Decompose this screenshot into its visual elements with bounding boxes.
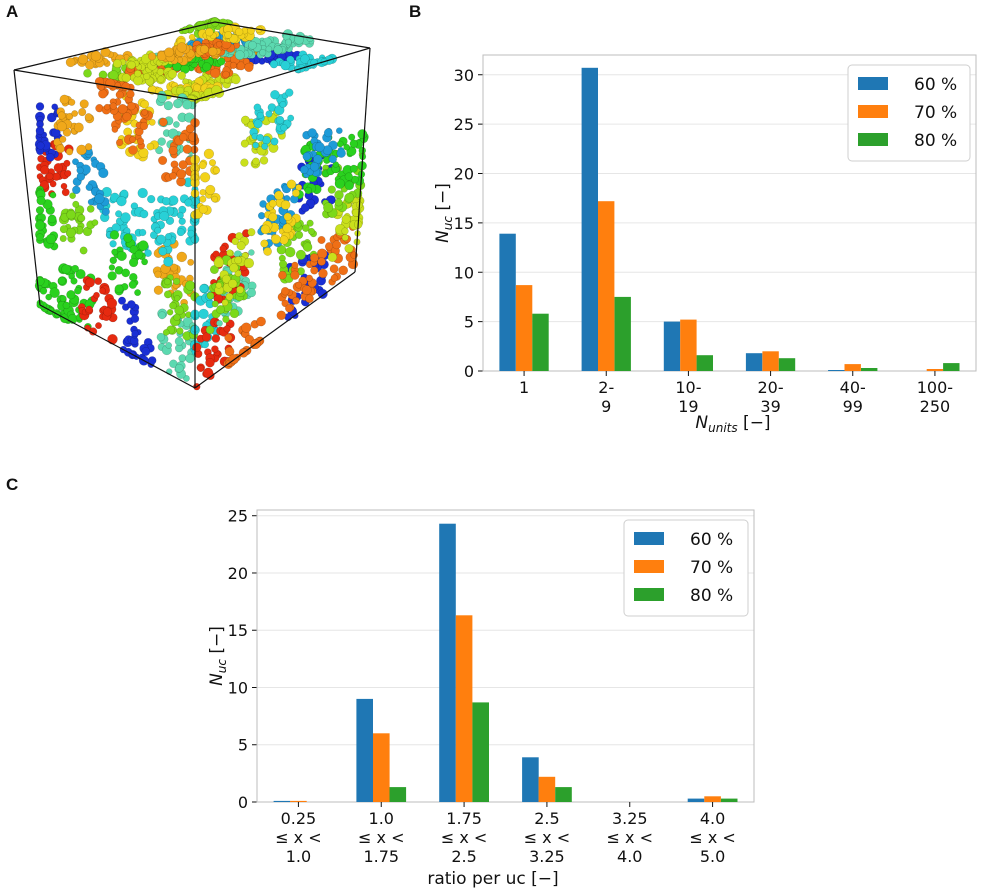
chart-b-ytick-label: 15	[454, 214, 474, 233]
chart-c-bar-70pct-5	[704, 796, 721, 802]
chart-b-xtick-label: 10-	[675, 378, 701, 397]
chart-c-xtick-label: ≤ x <	[441, 828, 487, 847]
panel-label-b: B	[409, 2, 422, 21]
chart-c-xtick-label: 1.0	[369, 809, 394, 828]
chart-b-xtick-label: 99	[843, 397, 863, 416]
chart-c-xtick-label: 2.5	[534, 809, 559, 828]
sphere-cluster	[34, 16, 369, 391]
chart-c-plot-frame	[256, 509, 755, 803]
chart-b-bar-60pct-3	[745, 353, 763, 371]
chart-c-xlabel: ratio per uc [−]	[427, 869, 558, 889]
chart-b-ylabel: Nuc [−]	[433, 183, 455, 243]
chart-b-bar-70pct-2	[680, 319, 697, 371]
chart-c-xtick-label: ≤ x <	[358, 828, 404, 847]
chart-c-legend-swatch	[634, 588, 664, 601]
chart-c-xtick-label: ≤ x <	[607, 828, 653, 847]
chart-c-xtick-label: 3.25	[612, 809, 648, 828]
chart-c-ytick-label: 15	[228, 621, 248, 640]
chart-c-bar-70pct-2	[455, 615, 473, 802]
chart-b-ytick-label: 10	[454, 263, 474, 282]
chart-b-bar-70pct-0	[515, 285, 533, 371]
chart-c-xtick-label: 1.0	[286, 847, 311, 866]
chart-b-xtick-label: 39	[760, 397, 780, 416]
chart-c-xtick-label: ≤ x <	[275, 828, 321, 847]
chart-b-xtick-label: 20-	[758, 378, 784, 397]
panel-label-c: C	[6, 475, 19, 494]
chart-c-bar-80pct-5	[720, 798, 738, 802]
chart-c-ytick-label: 25	[228, 507, 248, 526]
chart-b-bar-60pct-4	[828, 370, 845, 371]
chart-b-legend-swatch	[858, 133, 888, 146]
chart-c-bar-60pct-5	[687, 798, 705, 802]
chart-c-ylabel: Nuc [−]	[207, 626, 229, 686]
chart-b: 0 5 10 15 20 25 30 1 2-9 10-19 20-39 40-99 100-250 60…	[433, 54, 977, 435]
chart-c-xtick-label: 3.25	[529, 847, 565, 866]
chart-b-xtick-label: 9	[601, 397, 611, 416]
chart-c-bar-60pct-0	[273, 800, 291, 802]
chart-b-bar-70pct-3	[762, 351, 779, 372]
panel-label-a: A	[6, 2, 19, 21]
chart-c-xtick-label: ≤ x <	[524, 828, 570, 847]
chart-b-bar-80pct-4	[861, 368, 878, 371]
chart-b-ytick-label: 5	[464, 313, 474, 332]
chart-c-xtick-label: 1.75	[363, 847, 399, 866]
simulation-box-edges	[13, 21, 371, 389]
chart-c-legend-label: 60 %	[690, 530, 733, 550]
chart-b-xtick-label: 19	[678, 397, 698, 416]
chart-c-xtick-label: ≤ x <	[689, 828, 735, 847]
chart-c-xtick-label: 1.75	[446, 809, 482, 828]
chart-b-legend-swatch	[858, 77, 888, 90]
chart-b-ytick-label: 25	[454, 115, 474, 134]
chart-b-bar-60pct-2	[663, 321, 681, 371]
chart-c-bar-80pct-2	[472, 702, 489, 802]
chart-b-xtick-label: 100-	[917, 378, 953, 397]
chart-b-bar-70pct-5	[926, 369, 944, 371]
chart-b-legend-label: 60 %	[914, 75, 957, 95]
chart-c-ytick-label: 5	[238, 736, 248, 755]
chart-b-legend-label: 70 %	[914, 103, 957, 123]
chart-c-ytick-label: 20	[228, 564, 248, 583]
chart-b-ytick-label: 0	[464, 362, 474, 381]
chart-b-ytick-label: 20	[454, 165, 474, 184]
chart-c-xtick-label: 5.0	[700, 847, 725, 866]
chart-c-legend-swatch	[634, 532, 664, 545]
chart-b-xtick-label: 250	[920, 397, 951, 416]
chart-b-bar-70pct-4	[844, 364, 861, 371]
chart-c-legend-swatch	[634, 560, 664, 573]
chart-c-xtick-label: 2.5	[451, 847, 476, 866]
chart-b-xlabel: Nunits [−]	[695, 413, 770, 435]
chart-c-bar-70pct-1	[373, 733, 390, 802]
chart-c-bar-80pct-3	[555, 787, 572, 802]
chart-b-xtick-label: 1	[519, 378, 529, 397]
chart-b-bar-80pct-5	[943, 363, 960, 371]
chart-b-legend-label: 80 %	[914, 131, 957, 151]
chart-c-xtick-label: 4.0	[617, 847, 642, 866]
chart-c-bar-60pct-1	[356, 698, 373, 802]
chart-b-bar-80pct-1	[614, 296, 631, 371]
chart-b-xtick-label: 2-	[598, 378, 614, 397]
chart-c-legend-label: 70 %	[690, 558, 733, 578]
chart-c-bar-60pct-2	[439, 523, 456, 802]
chart-b-plot-frame	[482, 54, 977, 372]
chart-c-bar-80pct-1	[389, 787, 407, 802]
chart-c-xtick-label: 4.0	[700, 809, 725, 828]
chart-c-xtick-label: 0.25	[281, 809, 317, 828]
chart-b-bar-80pct-3	[778, 358, 796, 371]
chart-c-bar-70pct-3	[538, 776, 556, 802]
chart-b-bar-80pct-0	[532, 313, 549, 371]
chart-c-ytick-label: 10	[228, 678, 248, 697]
chart-b-bar-60pct-0	[499, 233, 516, 371]
chart-b-legend-swatch	[858, 105, 888, 118]
chart-c-bar-60pct-3	[522, 757, 539, 802]
chart-b-xtick-label: 40-	[840, 378, 866, 397]
chart-b-bar-80pct-2	[696, 355, 713, 371]
chart-b-bar-70pct-1	[598, 201, 615, 371]
chart-b-bar-60pct-1	[581, 67, 598, 372]
chart-c-bar-70pct-0	[290, 800, 307, 802]
chart-c-legend-label: 80 %	[690, 586, 733, 606]
chart-c-ytick-label: 0	[238, 793, 248, 812]
molecular-cluster-render	[13, 16, 371, 391]
chart-b-ytick-label: 30	[454, 66, 474, 85]
